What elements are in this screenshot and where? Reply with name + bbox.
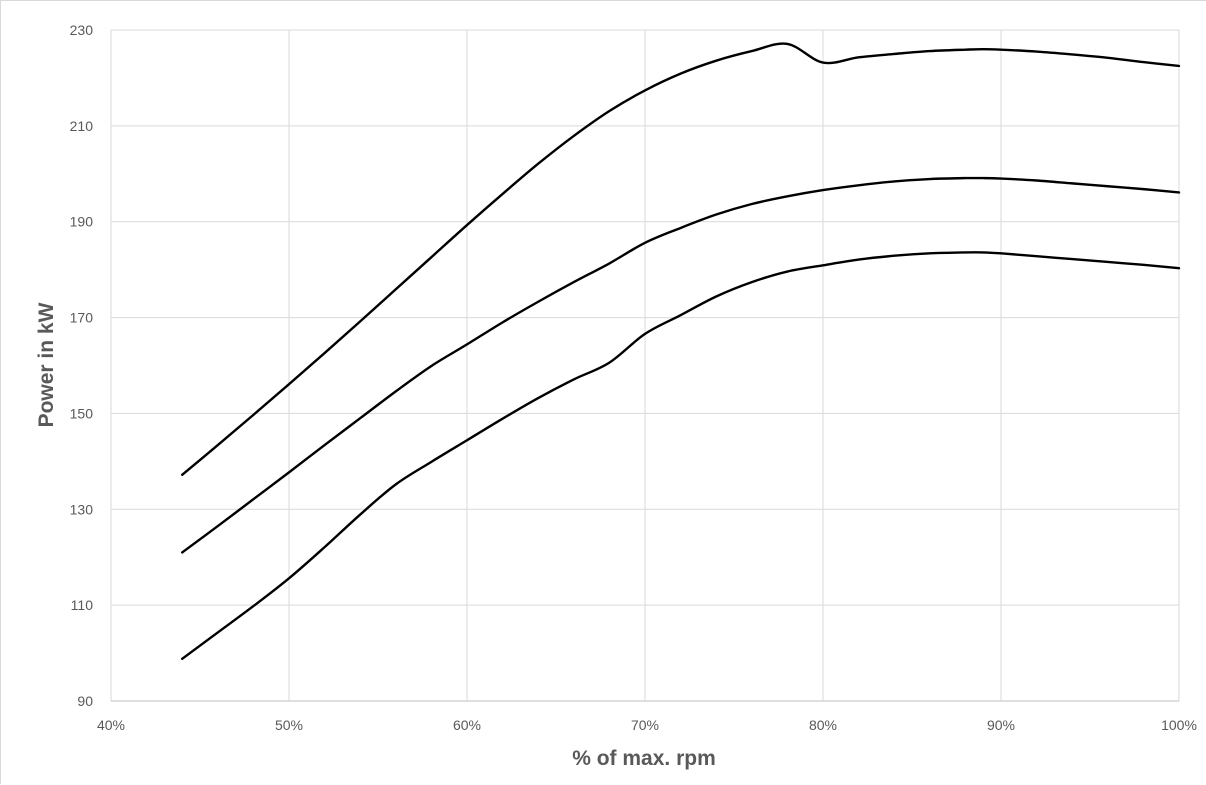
y-tick-label: 90 [77, 693, 93, 709]
y-tick-label: 210 [70, 118, 94, 134]
series-line-3 [182, 252, 1179, 659]
x-tick-label: 40% [97, 717, 125, 733]
y-tick-label: 150 [70, 405, 94, 421]
y-tick-label: 230 [70, 22, 94, 38]
x-tick-label: 70% [631, 717, 659, 733]
x-tick-label: 60% [453, 717, 481, 733]
series-line-1 [182, 44, 1179, 475]
y-tick-label: 130 [70, 501, 94, 517]
x-axis-title: % of max. rpm [572, 747, 716, 770]
tick-labels: 40% 50% 60% 70% 80% 90% 100% 90 110 130 150 170 190 2… [70, 22, 1197, 733]
x-tick-label: 100% [1161, 717, 1197, 733]
y-axis-title: Power in kW [35, 302, 58, 427]
x-tick-label: 50% [275, 717, 303, 733]
y-tick-label: 190 [70, 214, 94, 230]
grid-lines [111, 30, 1179, 701]
x-tick-label: 80% [809, 717, 837, 733]
y-tick-label: 110 [71, 597, 94, 613]
series-line-2 [182, 178, 1179, 552]
x-tick-label: 90% [987, 717, 1015, 733]
series-lines [182, 44, 1179, 659]
y-tick-label: 170 [70, 310, 94, 326]
